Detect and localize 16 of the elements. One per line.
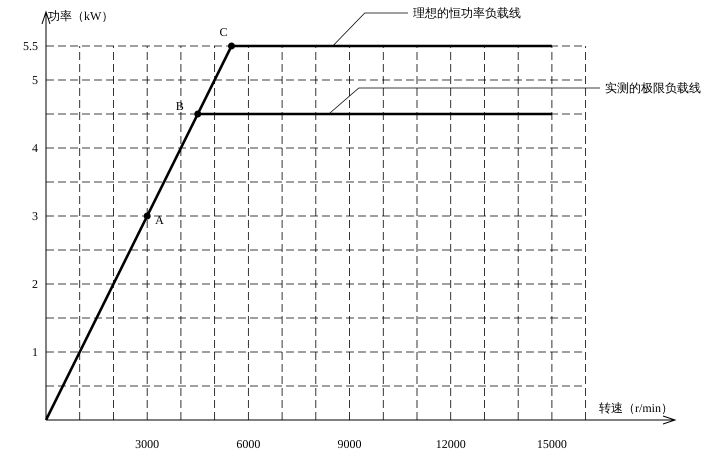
xlabel: 转速（r/min）	[599, 401, 673, 415]
annotation: C	[219, 25, 228, 39]
y-tick-label: 5	[32, 73, 38, 87]
x-tick-label: 9000	[338, 437, 362, 451]
y-tick-label: 3	[32, 209, 38, 223]
x-tick-label: 3000	[135, 437, 160, 451]
x-tick-label: 6000	[236, 437, 260, 451]
ylabel: 功率（kW）	[48, 9, 114, 23]
annotation: A	[155, 213, 164, 227]
x-tick-label: 15000	[536, 437, 567, 451]
y-tick-label: 4	[32, 141, 38, 155]
y-tick-label: 5.5	[23, 39, 38, 53]
x-tick-label: 12000	[436, 437, 466, 451]
y-tick-label: 2	[32, 277, 38, 291]
annotation: B	[176, 99, 184, 113]
y-tick-label: 1	[32, 345, 38, 359]
